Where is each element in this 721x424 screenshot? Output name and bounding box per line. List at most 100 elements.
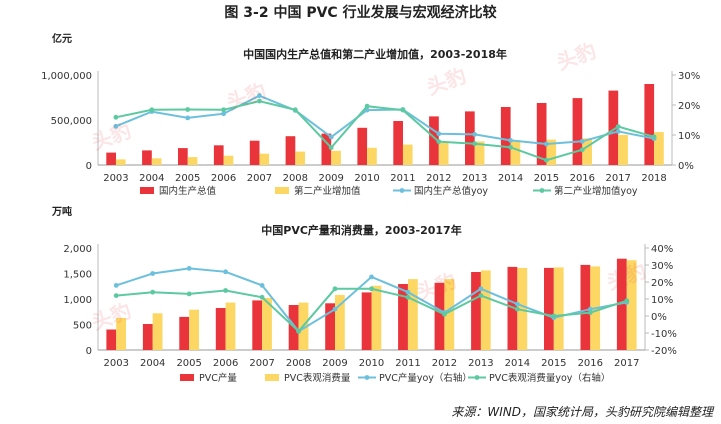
x-tick-label: 2014 — [498, 173, 523, 184]
watermark: 头豹 — [89, 298, 135, 334]
bar-secondary — [618, 134, 628, 165]
x-tick-label: 2003 — [104, 358, 129, 369]
line-point — [296, 328, 301, 334]
line-point — [651, 134, 657, 140]
bar-secondary — [225, 302, 236, 350]
y2-tick-label: 30% — [651, 261, 673, 272]
x-tick-label: 2008 — [286, 358, 311, 369]
legend-label: PVC表观消费量 — [284, 372, 351, 384]
bar-secondary — [259, 153, 270, 165]
bar-primary — [357, 127, 368, 165]
bar-secondary — [223, 155, 234, 165]
bar-primary — [434, 282, 445, 350]
unit-label: 亿元 — [52, 32, 72, 45]
line-point — [615, 129, 621, 134]
line-point — [185, 107, 191, 112]
line-point — [436, 139, 442, 145]
watermark: 头豹 — [554, 38, 600, 74]
y2-tick-label: 20% — [651, 278, 673, 289]
x-tick-label: 2009 — [318, 173, 343, 184]
bar-primary — [215, 308, 226, 350]
line-point — [257, 93, 262, 99]
bar-primary — [179, 316, 190, 350]
bar-primary — [536, 103, 547, 165]
line-point — [615, 124, 621, 129]
figure-title: 图 3-2 中国 PVC 行业发展与宏观经济比较 — [224, 5, 497, 21]
line-point — [472, 141, 478, 147]
x-tick-label: 2006 — [211, 173, 236, 184]
legend-label: 第二产业增加值yoy — [554, 185, 638, 197]
legend-swatch — [275, 187, 289, 194]
legend-label: PVC产量 — [199, 372, 237, 384]
y2-tick-label: 30% — [678, 71, 700, 82]
legend-label: 国内生产总值yoy — [414, 185, 488, 197]
watermark: 头豹 — [424, 63, 470, 99]
bar-primary — [142, 150, 152, 165]
x-tick-label: 2017 — [614, 358, 639, 369]
line-point — [113, 283, 119, 288]
bar-secondary — [510, 140, 521, 165]
bar-secondary — [546, 139, 557, 165]
bar-secondary — [189, 309, 199, 350]
x-tick-label: 2011 — [395, 358, 420, 369]
line-point — [332, 306, 338, 312]
bar-primary — [429, 116, 439, 165]
bar-primary — [178, 148, 188, 165]
line-point — [150, 289, 156, 295]
line-point — [223, 288, 229, 293]
bar-primary — [398, 284, 408, 350]
line-point — [405, 294, 411, 300]
bar-secondary — [151, 158, 162, 165]
legend-marker — [364, 375, 370, 380]
line-point — [185, 115, 191, 121]
x-tick-label: 2004 — [140, 358, 165, 369]
line-point — [259, 283, 265, 288]
line-point — [328, 134, 334, 140]
series-line-yoy-2 — [115, 100, 655, 162]
bar-primary — [249, 140, 260, 165]
legend-marker — [474, 375, 480, 380]
line-point — [515, 301, 520, 307]
line-point — [579, 147, 585, 153]
line-point — [508, 144, 513, 150]
x-tick-label: 2011 — [390, 173, 415, 184]
line-point — [508, 138, 513, 143]
legend-swatch — [140, 187, 154, 194]
watermark: 头豹 — [224, 78, 270, 114]
line-point — [332, 286, 338, 292]
legend-marker — [539, 188, 545, 193]
x-tick-label: 2010 — [359, 358, 384, 369]
legend-label: 第二产业增加值 — [294, 185, 361, 197]
line-point — [149, 107, 155, 113]
source-note: 来源：WIND，国家统计局，头豹研究院编辑整理 — [451, 405, 713, 419]
bar-secondary — [654, 132, 664, 165]
line-point — [328, 145, 334, 151]
line-point — [478, 286, 484, 292]
line-point — [587, 306, 593, 312]
bar-primary — [500, 107, 511, 165]
bar-primary — [321, 133, 332, 165]
line-point — [257, 98, 262, 104]
line-point — [113, 114, 119, 120]
bar-primary — [252, 300, 263, 350]
line-point — [221, 107, 227, 113]
legend-label: PVC表观消费量yoy（右轴） — [489, 372, 610, 384]
series-line-yoy-1 — [115, 94, 655, 146]
y-tick-label: 1,500 — [63, 270, 92, 281]
bar-primary — [616, 258, 627, 350]
bar-primary — [580, 264, 591, 350]
y-tick-label: 500,000 — [51, 116, 92, 127]
x-tick-label: 2018 — [641, 173, 666, 184]
pvc-chart: 中国PVC产量和消费量，2003-2017年 万吨 0 500 1,000 1,500 2,… — [51, 205, 677, 384]
y2-tick-label: -20% — [651, 346, 677, 357]
bar-secondary — [115, 159, 126, 165]
x-tick-label: 2004 — [139, 173, 164, 184]
line-point — [624, 298, 630, 304]
y-tick-label: 2,000 — [63, 244, 92, 255]
bar-primary — [361, 292, 372, 350]
line-point — [405, 289, 411, 295]
x-tick-label: 2017 — [605, 173, 630, 184]
unit-label: 万吨 — [51, 205, 72, 218]
line-point — [551, 313, 557, 319]
